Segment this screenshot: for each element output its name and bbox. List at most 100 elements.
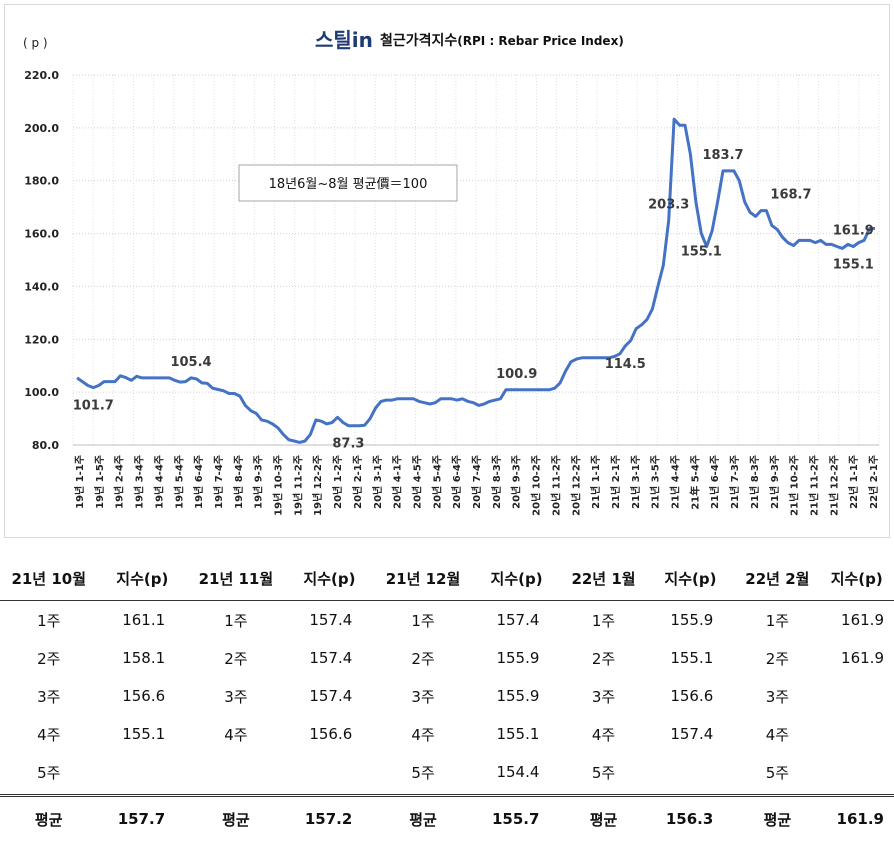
data-label: 203.3 xyxy=(648,197,689,212)
y-tick-label: 200.0 xyxy=(24,122,59,135)
index-value-cell xyxy=(819,677,894,715)
index-value-cell: 161.9 xyxy=(819,601,894,640)
x-tick-label: 20년 11-2주 xyxy=(549,455,562,516)
index-value-cell xyxy=(819,715,894,753)
index-value-cell: 157.4 xyxy=(285,677,375,715)
index-header: 지수(p) xyxy=(472,556,562,601)
average-label: 평균 xyxy=(187,796,284,841)
data-label: 100.9 xyxy=(496,367,537,382)
week-cell: 5주 xyxy=(561,753,645,796)
week-cell: 4주 xyxy=(374,715,471,753)
month-header: 22년 2월 xyxy=(735,556,819,601)
index-value-cell: 161.9 xyxy=(819,639,894,677)
x-tick-label: 20년 4-5주 xyxy=(410,455,423,509)
x-tick-label: 21년 10-2주 xyxy=(788,455,801,516)
x-tick-label: 21년 3-1주 xyxy=(629,455,642,509)
week-cell: 2주 xyxy=(187,639,284,677)
rebar-price-index-chart: 스틸in 철근가격지수(RPI : Rebar Price Index) ( p… xyxy=(5,5,891,539)
week-cell: 1주 xyxy=(0,601,97,640)
week-cell: 4주 xyxy=(561,715,645,753)
average-label: 평균 xyxy=(735,796,819,841)
x-tick-label: 21년 8-3주 xyxy=(748,455,761,509)
x-tick-label: 20년 1-2주 xyxy=(331,455,344,509)
x-tick-label: 19년 5-4주 xyxy=(172,455,185,509)
week-cell: 1주 xyxy=(561,601,645,640)
x-tick-label: 20년 7-4주 xyxy=(470,455,483,509)
data-label: 161.9 xyxy=(833,224,874,239)
index-value-cell: 155.1 xyxy=(646,639,736,677)
x-tick-label: 20년 4-1주 xyxy=(391,455,404,509)
data-label: 114.5 xyxy=(605,357,646,372)
y-tick-label: 160.0 xyxy=(24,228,59,241)
x-tick-label: 20년 2-1주 xyxy=(351,455,364,509)
index-value-cell: 161.1 xyxy=(97,601,187,640)
legend-note-text: 18년6월~8월 평균價＝100 xyxy=(269,177,428,192)
average-value: 155.7 xyxy=(472,796,562,841)
index-value-cell: 155.9 xyxy=(472,639,562,677)
index-value-cell xyxy=(646,753,736,796)
week-cell: 3주 xyxy=(187,677,284,715)
x-tick-label: 19년 2-4주 xyxy=(113,455,126,509)
week-cell: 1주 xyxy=(187,601,284,640)
x-tick-label: 21年 5-4주 xyxy=(688,455,701,510)
grid-lines xyxy=(73,75,879,445)
x-tick-label: 21년 6-4주 xyxy=(708,455,721,509)
index-header: 지수(p) xyxy=(97,556,187,601)
week-cell: 4주 xyxy=(0,715,97,753)
x-tick-label: 21년 3-5주 xyxy=(649,455,662,509)
y-axis-label: ( p ) xyxy=(23,36,48,50)
logo-text: 스틸in xyxy=(315,28,373,52)
month-header: 21년 12월 xyxy=(374,556,471,601)
x-tick-label: 21년 7-3주 xyxy=(728,455,741,509)
index-value-cell: 158.1 xyxy=(97,639,187,677)
index-value-cell xyxy=(97,753,187,796)
index-value-cell: 156.6 xyxy=(285,715,375,753)
chart-title: 철근가격지수(RPI : Rebar Price Index) xyxy=(380,32,624,49)
y-tick-label: 80.0 xyxy=(32,439,59,452)
x-tick-label: 19년 8-4주 xyxy=(232,455,245,509)
x-tick-label: 19년 12-2주 xyxy=(311,455,324,516)
x-tick-label: 21년 12-2주 xyxy=(827,455,840,516)
data-label: 155.1 xyxy=(681,245,722,260)
x-tick-label: 19년 6-4주 xyxy=(192,455,205,509)
index-value-cell: 157.4 xyxy=(646,715,736,753)
x-tick-label: 21년 11-2주 xyxy=(807,455,820,516)
x-tick-label: 20년 9-3주 xyxy=(510,455,523,509)
average-value: 157.7 xyxy=(97,796,187,841)
x-tick-label: 21년 4-4주 xyxy=(669,455,682,509)
index-value-cell: 157.4 xyxy=(285,601,375,640)
index-value-cell xyxy=(285,753,375,796)
week-cell: 3주 xyxy=(735,677,819,715)
average-label: 평균 xyxy=(374,796,471,841)
y-tick-label: 140.0 xyxy=(24,280,59,293)
x-tick-label: 21년 2-1주 xyxy=(609,455,622,509)
y-tick-label: 120.0 xyxy=(24,333,59,346)
average-value: 161.9 xyxy=(819,796,894,841)
week-cell: 3주 xyxy=(561,677,645,715)
week-cell: 3주 xyxy=(374,677,471,715)
index-value-cell: 157.4 xyxy=(472,601,562,640)
x-tick-label: 19년 1-5주 xyxy=(93,455,106,509)
y-tick-label: 220.0 xyxy=(24,69,59,82)
average-value: 157.2 xyxy=(285,796,375,841)
index-value-cell: 155.9 xyxy=(472,677,562,715)
x-tick-label: 19년 4-4주 xyxy=(152,455,165,509)
x-tick-label: 20년 12-2주 xyxy=(569,455,582,516)
week-cell: 2주 xyxy=(0,639,97,677)
week-cell: 2주 xyxy=(735,639,819,677)
month-header: 21년 11월 xyxy=(187,556,284,601)
index-header: 지수(p) xyxy=(646,556,736,601)
x-tick-label: 19년 11-2주 xyxy=(291,455,304,516)
x-tick-label: 20년 3-1주 xyxy=(371,455,384,509)
week-cell: 3주 xyxy=(0,677,97,715)
week-cell: 5주 xyxy=(374,753,471,796)
legend-note: 18년6월~8월 평균價＝100 xyxy=(239,165,457,201)
data-labels: 101.7105.487.3100.9114.5203.3155.1183.71… xyxy=(73,148,874,452)
x-tick-label: 19년 1-1주 xyxy=(73,455,86,509)
